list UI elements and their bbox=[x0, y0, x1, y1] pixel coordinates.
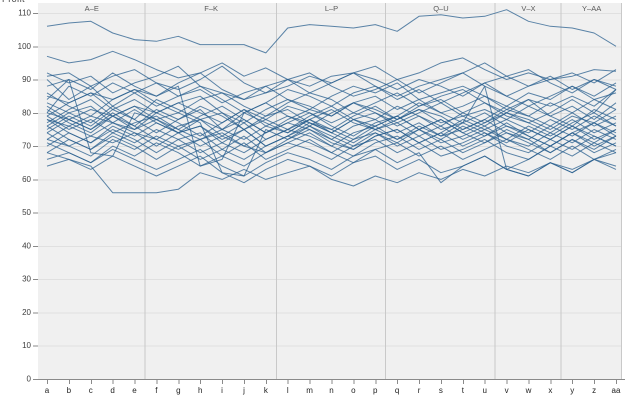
series-line-s02 bbox=[46, 50, 617, 87]
x-tick-label-j: j bbox=[242, 386, 245, 395]
x-tick-label-z: z bbox=[592, 386, 596, 395]
series-line-s32 bbox=[46, 89, 617, 154]
series-line-s27 bbox=[46, 112, 617, 177]
y-tick-label-40: 40 bbox=[22, 241, 31, 250]
x-tick-label-u: u bbox=[482, 386, 486, 395]
y-tick-label-90: 90 bbox=[22, 75, 31, 84]
series-line-s10 bbox=[46, 99, 617, 130]
series-line-s04 bbox=[46, 65, 617, 100]
x-tick-label-n: n bbox=[329, 386, 333, 395]
x-tick-label-s: s bbox=[439, 386, 443, 395]
x-tick-label-y: y bbox=[570, 386, 574, 395]
series-line-s20 bbox=[46, 125, 617, 154]
x-tick-label-c: c bbox=[89, 386, 93, 395]
x-tick-label-w: w bbox=[525, 386, 532, 395]
facet-label: V–X bbox=[521, 4, 535, 13]
x-tick-label-l: l bbox=[287, 386, 289, 395]
series-line-s06 bbox=[46, 79, 617, 110]
series-line-s31 bbox=[46, 152, 617, 184]
series-line-s08 bbox=[46, 89, 617, 117]
series-line-s01 bbox=[46, 9, 617, 54]
facet-label: A–E bbox=[85, 4, 99, 13]
plot-panel bbox=[38, 3, 622, 379]
series-line-s22 bbox=[46, 132, 617, 160]
facet-label: L–P bbox=[325, 4, 338, 13]
x-tick-label-f: f bbox=[155, 386, 158, 395]
x-tick-label-t: t bbox=[462, 386, 465, 395]
y-tick-label-0: 0 bbox=[27, 375, 32, 384]
x-tick-label-r: r bbox=[418, 386, 421, 395]
facet-label: Y–AA bbox=[582, 4, 601, 13]
x-tick-label-i: i bbox=[221, 386, 223, 395]
x-tick-label-a: a bbox=[45, 386, 50, 395]
series-line-s25 bbox=[46, 79, 617, 157]
x-tick-label-x: x bbox=[548, 386, 552, 395]
y-tick-label-100: 100 bbox=[18, 42, 32, 51]
series-line-s16 bbox=[46, 112, 617, 140]
series-line-s28 bbox=[46, 152, 617, 194]
x-tick-label-aa: aa bbox=[612, 386, 621, 395]
series-line-s26 bbox=[46, 85, 617, 167]
x-tick-label-v: v bbox=[505, 386, 509, 395]
series-line-s30 bbox=[46, 85, 617, 170]
y-tick-label-70: 70 bbox=[22, 142, 31, 151]
x-tick-label-g: g bbox=[176, 386, 180, 395]
facet-label: Q–U bbox=[433, 4, 448, 13]
y-tick-label-10: 10 bbox=[22, 341, 31, 350]
y-tick-label-20: 20 bbox=[22, 308, 31, 317]
y-tick-label-30: 30 bbox=[22, 275, 31, 284]
x-tick-label-b: b bbox=[67, 386, 72, 395]
facet-label: F–K bbox=[204, 4, 218, 13]
x-tick-label-p: p bbox=[373, 386, 378, 395]
x-tick-label-o: o bbox=[351, 386, 356, 395]
x-tick-label-h: h bbox=[198, 386, 202, 395]
series-line-s23 bbox=[46, 135, 617, 167]
y-tick-label-80: 80 bbox=[22, 108, 31, 117]
x-tick-label-m: m bbox=[306, 386, 313, 395]
y-tick-label-110: 110 bbox=[18, 9, 31, 18]
x-tick-label-e: e bbox=[132, 386, 137, 395]
x-tick-label-k: k bbox=[264, 386, 269, 395]
x-tick-label-d: d bbox=[110, 386, 114, 395]
y-tick-label-60: 60 bbox=[22, 175, 31, 184]
series-line-s24 bbox=[46, 138, 617, 167]
y-tick-label-50: 50 bbox=[22, 208, 31, 217]
series-line-s11 bbox=[46, 99, 617, 134]
x-tick-label-q: q bbox=[395, 386, 399, 395]
